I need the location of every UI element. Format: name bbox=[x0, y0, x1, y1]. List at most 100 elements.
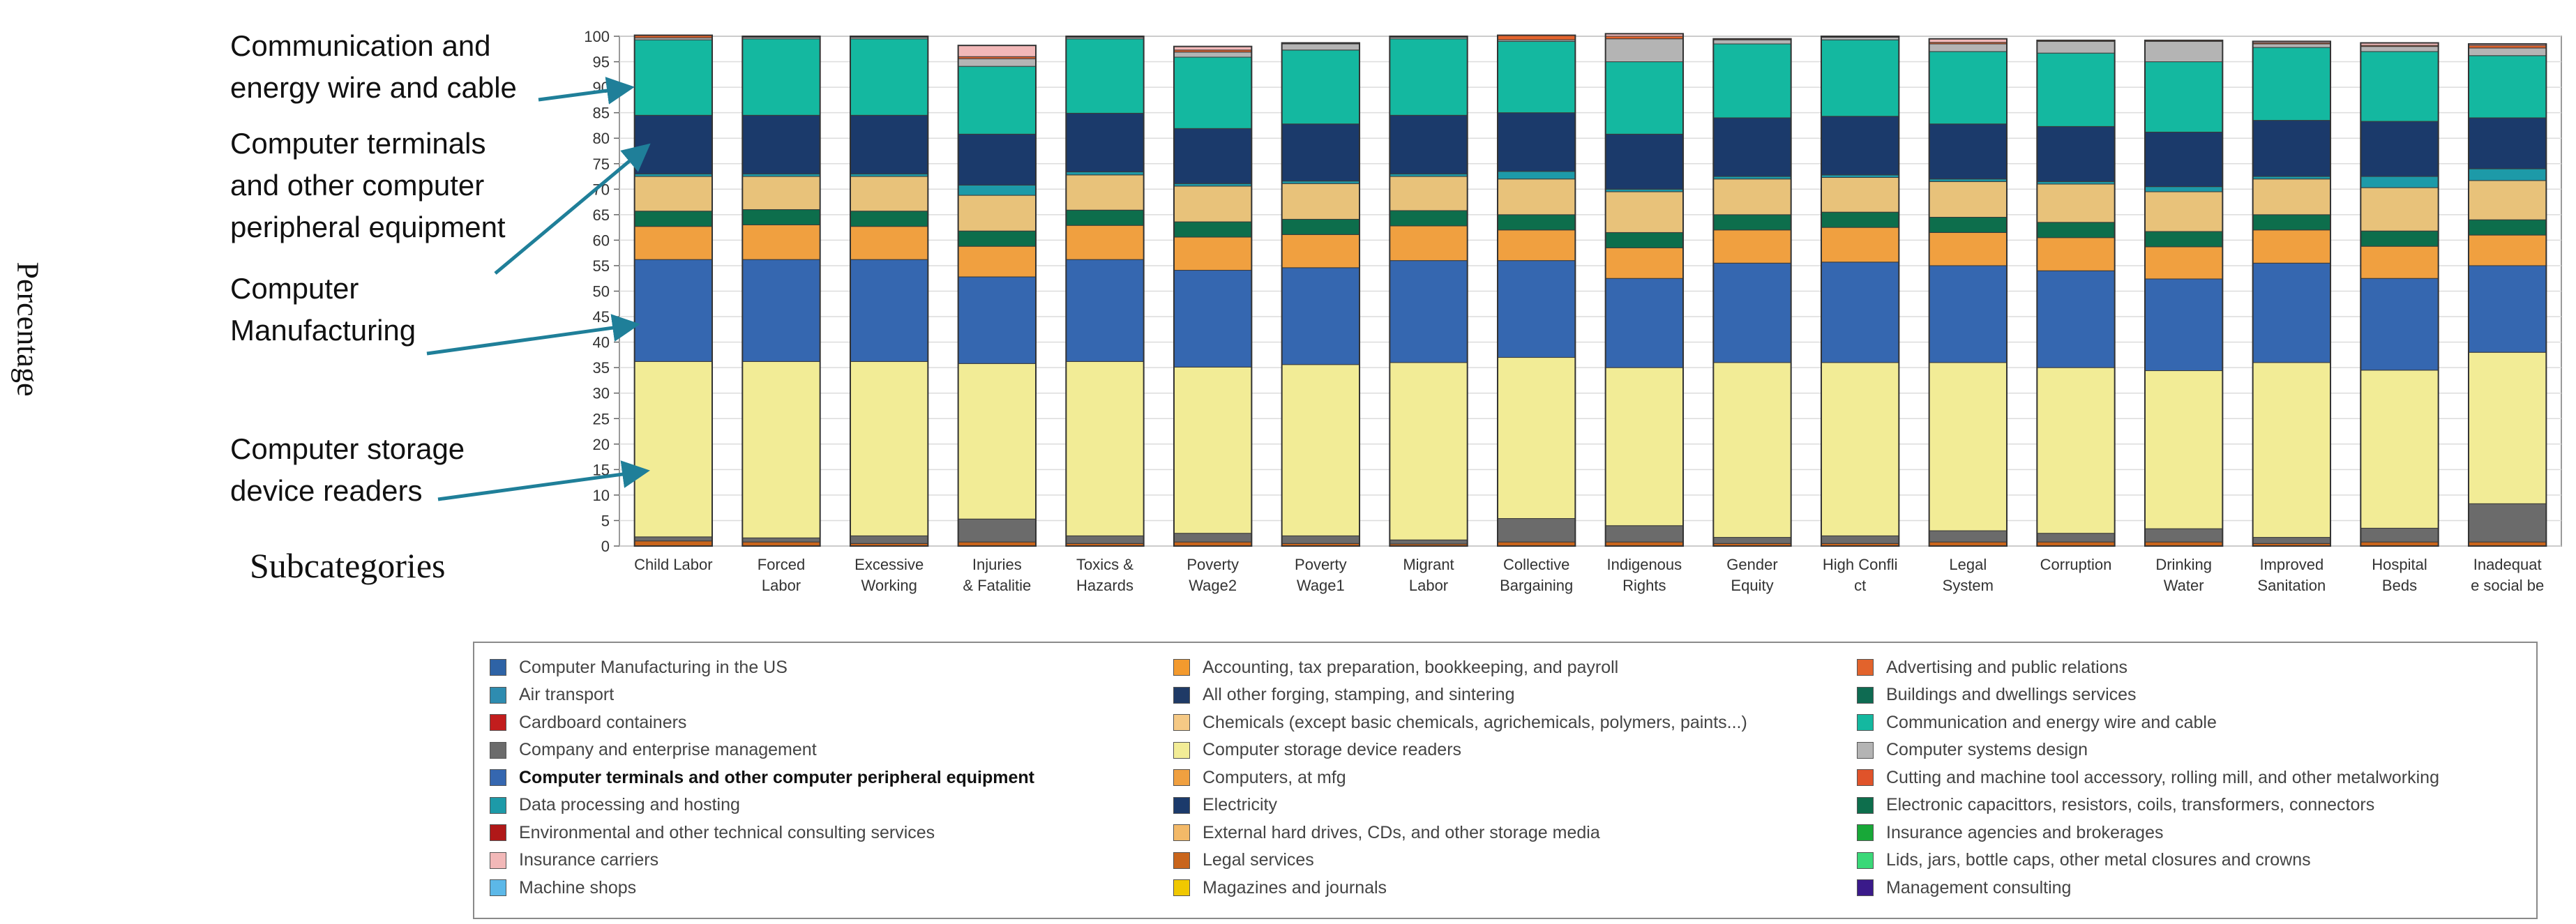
legend-swatch bbox=[1857, 714, 1874, 731]
bar-segment: Company and enterprise management: 4.6 bbox=[1497, 518, 1576, 543]
bar-outline bbox=[2144, 39, 2224, 547]
bar-outline bbox=[957, 45, 1037, 547]
bar-segment: Electricity: 11.5 bbox=[1389, 114, 1468, 174]
bar-segment: Other inputs: 7 bbox=[2252, 179, 2331, 215]
bar-segment: Computer systems design: 1 bbox=[2360, 46, 2439, 52]
bar-segment: Other inputs: 7.8 bbox=[2144, 191, 2223, 232]
legend-swatch bbox=[1173, 851, 1190, 869]
legend-item: Lids, jars, bottle caps, other metal clo… bbox=[1857, 847, 2311, 874]
bar-segment: Computer systems design: 0.7 bbox=[2252, 43, 2331, 48]
bar-segment: Electronic capacittors, resistors, coils… bbox=[1821, 211, 1899, 228]
y-tick-label: 75 bbox=[593, 156, 610, 173]
bar-segment: Other inputs: 6.8 bbox=[1821, 176, 1899, 213]
bar-segment: Electronic capacittors, resistors, coils… bbox=[2468, 219, 2547, 236]
x-tick-label: Indigenous bbox=[1607, 556, 1682, 573]
y-tick-label: 85 bbox=[593, 105, 610, 122]
x-tick-label: Poverty bbox=[1295, 556, 1347, 573]
bar-segment: Data processing and hosting: 1.5 bbox=[1497, 171, 1576, 180]
bar-segment: Company and enterprise management: 2.2 bbox=[1929, 530, 2008, 543]
bar-segment: Electronic capacittors, resistors, coils… bbox=[1929, 217, 2008, 233]
bar-segment: Computer systems design: 4 bbox=[2144, 40, 2223, 63]
annotation-communication-wire: Communication and energy wire and cable bbox=[230, 25, 517, 109]
bar-segment: Data processing and hosting: 0.5 bbox=[1173, 183, 1252, 187]
bar-segment: Electricity: 10.8 bbox=[1173, 128, 1252, 184]
bar-segment: Communication and energy wire and cable:… bbox=[1821, 39, 1899, 117]
y-tick-label: 95 bbox=[593, 54, 610, 71]
legend-label: Legal services bbox=[1203, 850, 1314, 870]
bar-segment: Company and enterprise management: 4.5 bbox=[958, 518, 1037, 543]
legend-swatch bbox=[490, 741, 506, 759]
x-tick-label: Wage1 bbox=[1297, 577, 1345, 594]
bar-segment: Computers, at mfg: 6.5 bbox=[1929, 232, 2008, 266]
bar-segment: Electricity: 11.5 bbox=[1497, 112, 1576, 172]
legend-item: Insurance carriers bbox=[490, 847, 658, 874]
bar-segment: Computer terminals and other computer pe… bbox=[1929, 265, 2008, 363]
bar-segment: Communication and energy wire and cable:… bbox=[2468, 55, 2547, 119]
bar-segment: Computers, at mfg: 6 bbox=[1497, 229, 1576, 262]
bar-segment: Other inputs: 6.8 bbox=[634, 176, 713, 212]
legend-label: Computer terminals and other computer pe… bbox=[519, 767, 1035, 787]
legend-swatch bbox=[490, 686, 506, 704]
legend-item: Company and enterprise management bbox=[490, 737, 817, 764]
legend-swatch bbox=[1173, 796, 1190, 814]
bar-segment: Computer storage device readers: 34.3 bbox=[1712, 362, 1792, 538]
y-tick-label: 80 bbox=[593, 130, 610, 147]
bar-segment: Advertising and public relations: 0.5 bbox=[2468, 45, 2547, 49]
x-axis-label: Subcategories bbox=[250, 546, 446, 585]
bar-segment: Computers, at mfg: 6 bbox=[958, 245, 1037, 278]
legend-swatch bbox=[1173, 714, 1190, 731]
legend-label: Computer systems design bbox=[1886, 740, 2088, 759]
bar-segment: Company and enterprise management: 0.8 bbox=[741, 537, 821, 543]
bar-outline bbox=[1281, 42, 1361, 547]
bar-outline bbox=[2467, 43, 2547, 547]
bar-segment: Computers, at mfg: 6 bbox=[2468, 234, 2547, 266]
bar-segment: Other inputs: 8 bbox=[1605, 191, 1684, 233]
legend-swatch bbox=[490, 769, 506, 786]
x-tick-label: Collective bbox=[1503, 556, 1569, 573]
bar-segment: Data processing and hosting: 0.5 bbox=[2252, 176, 2331, 180]
bar-segment: Communication and energy wire and cable:… bbox=[2252, 47, 2331, 121]
bar-segment: Company and enterprise management: 1.2 bbox=[1712, 537, 1792, 544]
annotation-line: Manufacturing bbox=[230, 314, 416, 347]
bar-segment: Computer storage device readers: 34.6 bbox=[741, 361, 821, 538]
legend-swatch bbox=[490, 714, 506, 731]
x-tick-label: Rights bbox=[1622, 577, 1666, 594]
legend-swatch bbox=[1857, 686, 1874, 704]
annotation-line: Communication and bbox=[230, 29, 491, 62]
bar-segment: Other inputs: 7 bbox=[1497, 179, 1576, 215]
annotation-line: Computer storage bbox=[230, 432, 465, 465]
legend-item: Machine shops bbox=[490, 874, 636, 901]
bar-segment: Other inputs: 7 bbox=[958, 195, 1037, 232]
x-tick-label: Working bbox=[861, 577, 917, 594]
legend-swatch bbox=[1173, 659, 1190, 676]
x-axis-tick-labels: Child Labor Forced Labor Excessive Working In… bbox=[634, 556, 2544, 594]
bar-segment: Computer systems design: 1 bbox=[1173, 52, 1252, 58]
bar-segment: Computer terminals and other computer pe… bbox=[2144, 278, 2223, 372]
bar-segment: Data processing and hosting: 0.5 bbox=[741, 173, 821, 177]
bar-segment: Computers, at mfg: 6.8 bbox=[1389, 225, 1468, 262]
arrow-communication-wire bbox=[538, 77, 635, 105]
legend-item: Accounting, tax preparation, bookkeeping… bbox=[1173, 654, 1618, 681]
bar-segment: Company and enterprise management: 1.7 bbox=[2036, 533, 2116, 543]
x-tick-label: Beds bbox=[2382, 577, 2417, 594]
legend-item: Electricity bbox=[1173, 792, 1277, 819]
bar-segment: Data processing and hosting: 2.2 bbox=[2360, 176, 2439, 188]
x-tick-label: Sanitation bbox=[2257, 577, 2326, 594]
legend-item: Communication and energy wire and cable bbox=[1857, 709, 2217, 736]
bar-segment: Electricity: 11.5 bbox=[850, 114, 928, 174]
bar-segment: Electronic capacittors, resistors, coils… bbox=[1389, 210, 1468, 227]
bar-segment: Computer terminals and other computer pe… bbox=[1173, 270, 1252, 368]
bar-segment: Computer systems design: 1.2 bbox=[1281, 43, 1360, 51]
bar-outline bbox=[1712, 38, 1792, 547]
legend-label: Magazines and journals bbox=[1203, 877, 1387, 898]
legend-item: Management consulting bbox=[1857, 874, 2071, 901]
legend-item: Legal services bbox=[1173, 847, 1314, 874]
bar-outline bbox=[741, 36, 821, 547]
annotation-line: peripheral equipment bbox=[230, 211, 506, 243]
legend-swatch bbox=[1857, 741, 1874, 759]
bar-segment: Computers, at mfg: 6.5 bbox=[2252, 229, 2331, 264]
bar-segment: Computer storage device readers: 34.3 bbox=[2252, 362, 2331, 538]
annotation-storage-readers: Computer storage device readers bbox=[230, 428, 465, 512]
legend-item: Chemicals (except basic chemicals, agric… bbox=[1173, 709, 1747, 736]
bar-outline bbox=[1496, 34, 1576, 547]
